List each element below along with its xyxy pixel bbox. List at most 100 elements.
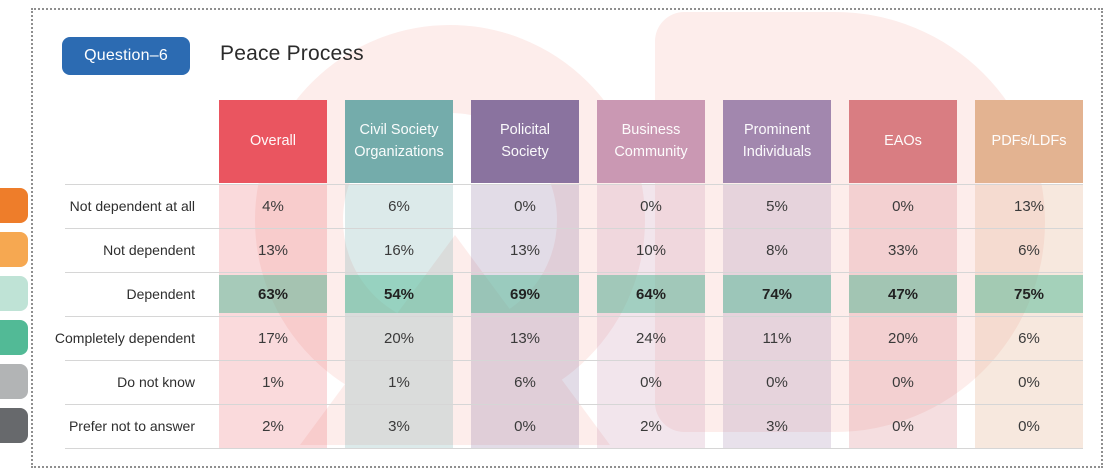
value-text: 11% (762, 329, 792, 347)
divider-line (65, 228, 1083, 229)
value-text: 75% (975, 275, 1083, 313)
legend-swatch (0, 276, 28, 311)
value-cell: 74% (723, 272, 831, 316)
value-text: 24% (635, 329, 667, 347)
column-header: Policital Society (471, 100, 579, 183)
value-text: 0% (1018, 373, 1040, 391)
value-cell: 1% (345, 360, 453, 404)
value-cell: 47% (849, 272, 957, 316)
value-text: 6% (388, 197, 410, 215)
value-text: 6% (514, 373, 536, 391)
value-text: 13% (257, 241, 289, 259)
value-cell: 13% (471, 316, 579, 360)
value-text: 0% (892, 373, 914, 391)
value-cell: 0% (471, 184, 579, 228)
value-cell: 54% (345, 272, 453, 316)
value-text: 17% (257, 329, 289, 347)
value-text: 6% (1018, 241, 1040, 259)
value-text: 0% (514, 197, 536, 215)
value-text: 2% (262, 417, 284, 435)
value-cell: 3% (345, 404, 453, 448)
value-cell: 17% (219, 316, 327, 360)
value-text: 3% (766, 417, 788, 435)
value-cell: 0% (597, 360, 705, 404)
value-cell: 0% (597, 184, 705, 228)
value-cell: 10% (597, 228, 705, 272)
value-cell: 20% (849, 316, 957, 360)
value-text: 13% (509, 329, 541, 347)
value-cell: 6% (471, 360, 579, 404)
value-cell: 6% (345, 184, 453, 228)
question-badge: Question–6 (62, 37, 190, 75)
value-cell: 0% (849, 360, 957, 404)
value-text: 4% (262, 197, 284, 215)
legend-swatch (0, 408, 28, 443)
legend-swatch (0, 232, 28, 267)
value-cell: 5% (723, 184, 831, 228)
legend-swatch (0, 364, 28, 399)
row-label: Completely dependent (54, 330, 195, 346)
value-cell: 2% (597, 404, 705, 448)
value-text: 64% (597, 275, 705, 313)
column-header: EAOs (849, 100, 957, 183)
value-cell: 0% (471, 404, 579, 448)
value-text: 0% (640, 373, 662, 391)
value-text: 69% (471, 275, 579, 313)
page-title: Peace Process (220, 42, 364, 65)
divider-line (65, 184, 1083, 185)
value-cell: 20% (345, 316, 453, 360)
divider-line (65, 448, 1083, 449)
value-cell: 6% (975, 228, 1083, 272)
value-cell: 69% (471, 272, 579, 316)
value-cell: 2% (219, 404, 327, 448)
column-header: Overall (219, 100, 327, 183)
column-header: Prominent Individuals (723, 100, 831, 183)
value-cell: 33% (849, 228, 957, 272)
value-cell: 0% (723, 360, 831, 404)
value-text: 20% (887, 329, 919, 347)
value-text: 16% (383, 241, 415, 259)
value-text: 1% (262, 373, 284, 391)
value-text: 20% (383, 329, 415, 347)
value-text: 0% (892, 197, 914, 215)
value-text: 63% (219, 275, 327, 313)
value-text: 13% (509, 241, 541, 259)
value-text: 74% (723, 275, 831, 313)
value-text: 0% (514, 417, 536, 435)
column-header: Civil Society Organizations (345, 100, 453, 183)
value-text: 2% (640, 417, 662, 435)
value-cell: 63% (219, 272, 327, 316)
value-cell: 0% (849, 404, 957, 448)
row-label: Do not know (117, 374, 195, 390)
legend-swatch (0, 320, 28, 355)
value-cell: 24% (597, 316, 705, 360)
value-cell: 16% (345, 228, 453, 272)
value-text: 10% (635, 241, 667, 259)
value-cell: 1% (219, 360, 327, 404)
divider-line (65, 316, 1083, 317)
value-cell: 13% (471, 228, 579, 272)
value-cell: 0% (975, 404, 1083, 448)
value-text: 47% (849, 275, 957, 313)
value-text: 1% (388, 373, 410, 391)
value-text: 3% (388, 417, 410, 435)
value-cell: 0% (849, 184, 957, 228)
value-cell: 64% (597, 272, 705, 316)
value-text: 0% (1018, 417, 1040, 435)
value-text: 5% (766, 197, 788, 215)
value-cell: 11% (723, 316, 831, 360)
column-header: PDFs/LDFs (975, 100, 1083, 183)
value-text: 0% (766, 373, 788, 391)
divider-line (65, 360, 1083, 361)
value-text: 13% (1013, 197, 1045, 215)
column-header: Business Community (597, 100, 705, 183)
value-cell: 4% (219, 184, 327, 228)
watermark-blob-shape (655, 12, 1045, 432)
value-cell: 0% (975, 360, 1083, 404)
survey-table: Overall Civil Society Organizations Polici… (54, 100, 1083, 448)
divider-line (65, 404, 1083, 405)
value-text: 8% (766, 241, 788, 259)
row-label: Prefer not to answer (68, 418, 195, 434)
divider-line (65, 272, 1083, 273)
